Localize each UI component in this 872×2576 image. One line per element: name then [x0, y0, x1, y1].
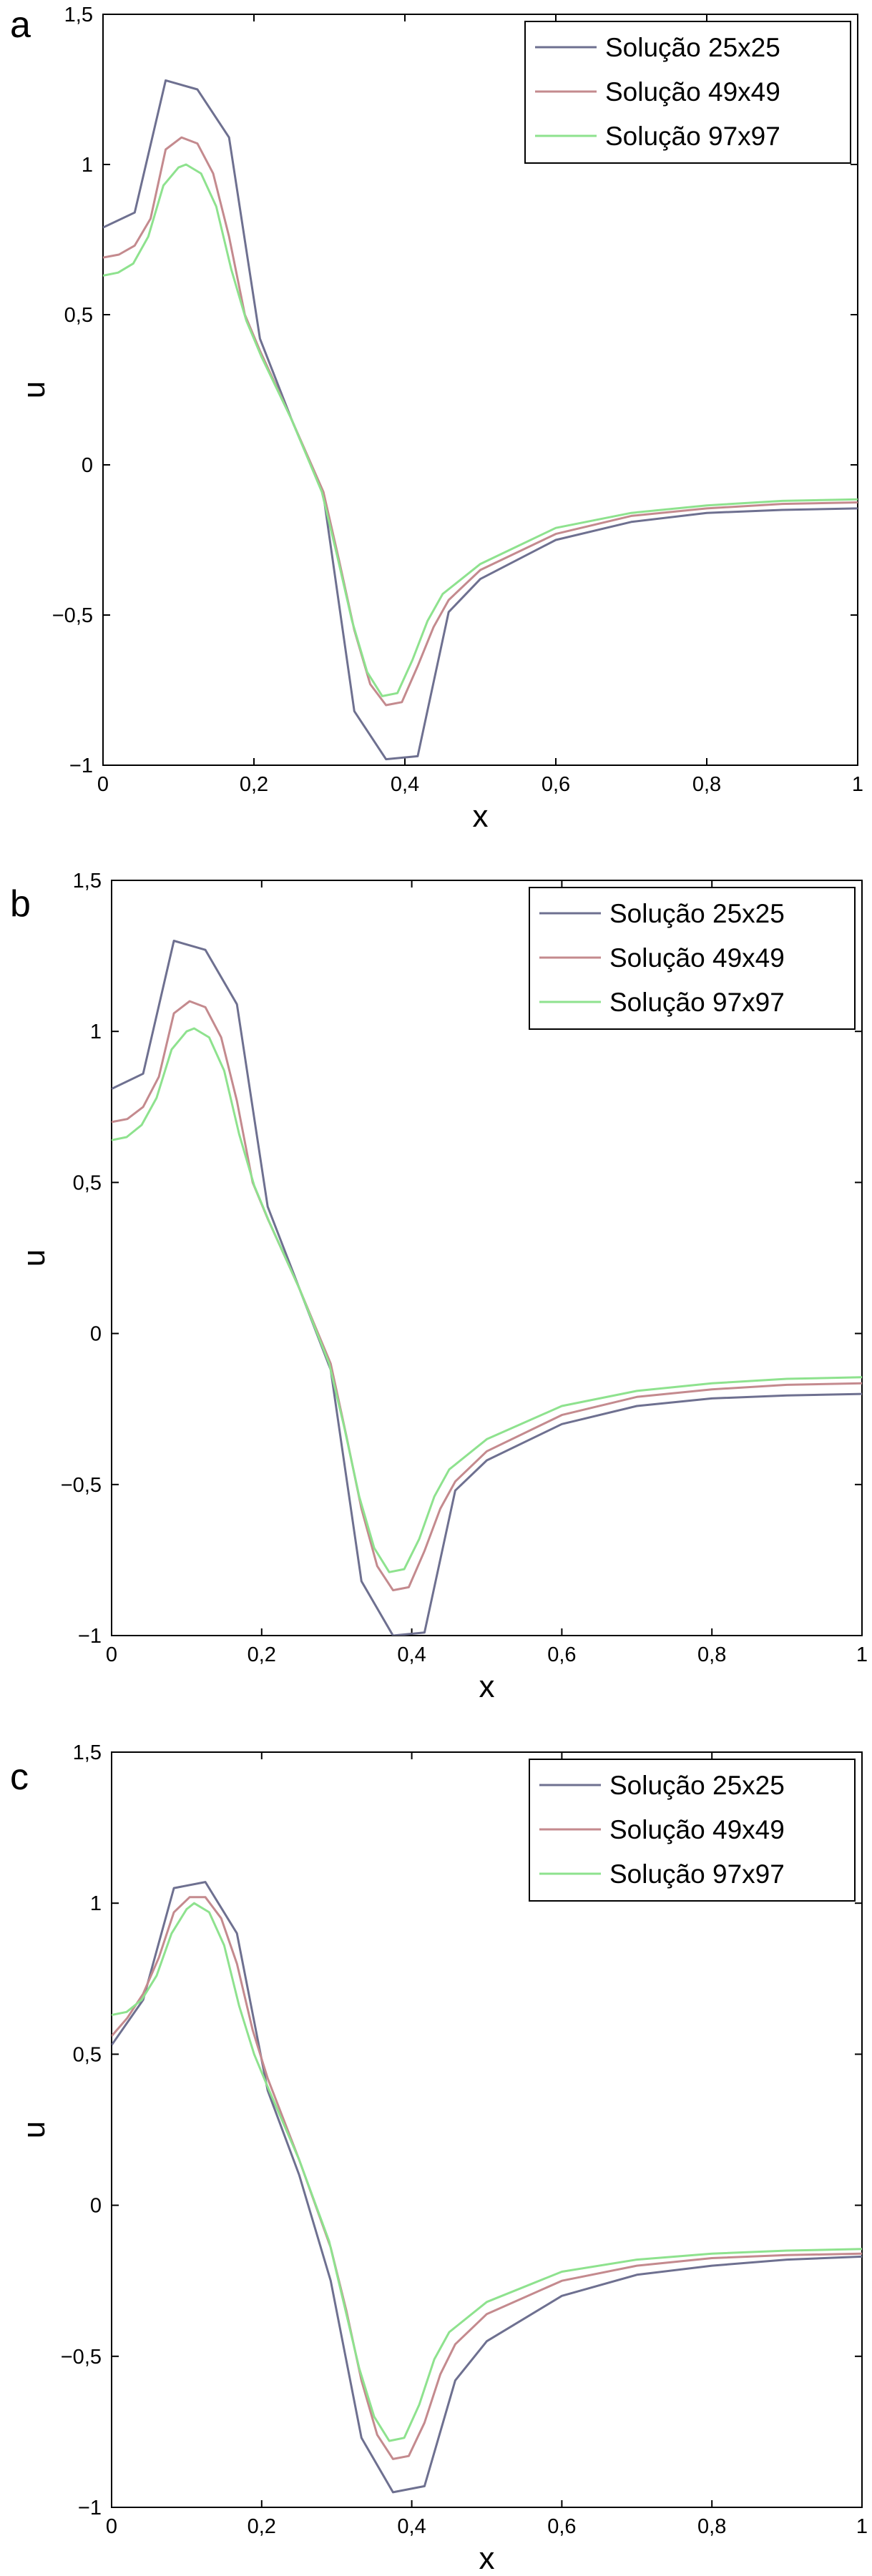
- x-tick-label: 0,6: [542, 773, 570, 796]
- y-axis-label: u: [16, 381, 52, 398]
- x-axis-label: x: [479, 2541, 495, 2576]
- series-line-2: [112, 1000, 862, 1592]
- y-tick-label: 1: [90, 1021, 102, 1043]
- legend-entry: Solução 97x97: [609, 988, 785, 1017]
- x-tick-label: 0,2: [248, 1643, 276, 1666]
- x-tick-label: 0,6: [547, 1643, 576, 1666]
- y-tick-label: 1,5: [73, 870, 102, 893]
- y-tick-label: 1,5: [64, 4, 93, 26]
- x-tick-label: 0: [97, 773, 109, 796]
- legend-entry: Solução 25x25: [605, 33, 780, 62]
- y-tick-label: −1: [78, 1625, 102, 1648]
- legend-entry: Solução 25x25: [609, 1771, 785, 1800]
- x-axis-label: x: [473, 799, 489, 834]
- series-line-3: [103, 163, 858, 697]
- series-line-1: [112, 940, 862, 1636]
- y-tick-label: 1: [90, 1892, 102, 1915]
- x-tick-label: 1: [852, 773, 863, 796]
- y-tick-label: 1: [82, 154, 93, 177]
- x-tick-label: 0,8: [692, 773, 721, 796]
- legend-entry: Solução 25x25: [609, 899, 785, 928]
- y-tick-label: −0,5: [52, 604, 93, 627]
- x-tick-label: 0,6: [547, 2515, 576, 2538]
- panel-label: b: [10, 883, 31, 925]
- chart-panel-c: c 0 0,2 0,4 0,6 0,8 1 −1 −0,5 0 0,5 1 1,5 x u Solução 2…: [10, 1741, 868, 2576]
- y-tick-label: 0,5: [64, 304, 93, 327]
- x-tick-label: 0,2: [240, 773, 268, 796]
- x-tick-label: 0,4: [391, 773, 419, 796]
- x-tick-label: 0,4: [397, 1643, 426, 1666]
- series-line-3: [112, 1027, 862, 1573]
- panel-label: a: [10, 4, 31, 46]
- series-line-1: [112, 1881, 862, 2494]
- axes-box: [102, 14, 858, 766]
- y-tick-label: 0,5: [73, 1171, 102, 1194]
- y-tick-label: −1: [78, 2497, 102, 2520]
- x-tick-label: 0,2: [248, 2515, 276, 2538]
- series-line-2: [103, 136, 858, 707]
- chart-panel-b: b 0 0,2 0,4 0,6 0,8 1 −1 −0,5 0 0,5 1 1,5 x u Solução 2…: [10, 870, 868, 1704]
- legend-entry: Solução 49x49: [609, 1815, 785, 1844]
- x-tick-label: 0,4: [397, 2515, 426, 2538]
- series-line-1: [103, 79, 858, 761]
- legend: Solução 25x25 Solução 49x49 Solução 97x97: [524, 21, 851, 164]
- x-axis-label: x: [479, 1669, 495, 1704]
- legend: Solução 25x25 Solução 49x49 Solução 97x97: [529, 887, 856, 1030]
- series-line-2: [112, 1896, 862, 2460]
- y-tick-label: 0: [90, 1323, 102, 1346]
- series-line-3: [112, 1902, 862, 2442]
- y-tick-label: 0: [90, 2195, 102, 2218]
- legend-entry: Solução 49x49: [605, 77, 780, 107]
- x-tick-label: 0: [106, 1643, 117, 1666]
- legend-entry: Solução 97x97: [609, 1859, 785, 1889]
- legend-entry: Solução 49x49: [609, 943, 785, 973]
- axes-box: [111, 1751, 863, 2508]
- y-tick-label: −1: [69, 754, 93, 777]
- legend: Solução 25x25 Solução 49x49 Solução 97x97: [529, 1759, 856, 1902]
- panel-label: c: [10, 1756, 29, 1798]
- y-axis-label: u: [16, 2121, 52, 2138]
- y-tick-label: −0,5: [61, 2346, 102, 2369]
- chart-panel-a: a 0 0,2 0,4 0,6 0,8 1 −1 −0,5 0 0,5 1 1,5 x u Solução 2…: [10, 4, 863, 834]
- x-tick-label: 0: [106, 2515, 117, 2538]
- x-tick-label: 0,8: [697, 2515, 726, 2538]
- y-tick-label: 0,5: [73, 2043, 102, 2066]
- axes-box: [111, 880, 863, 1636]
- x-tick-label: 1: [856, 2515, 868, 2538]
- y-tick-label: 0: [82, 454, 93, 477]
- y-tick-label: −0,5: [61, 1474, 102, 1497]
- legend-entry: Solução 97x97: [605, 122, 780, 151]
- y-axis-label: u: [16, 1249, 52, 1267]
- y-tick-label: 1,5: [73, 1741, 102, 1764]
- x-tick-label: 0,8: [697, 1643, 726, 1666]
- x-tick-label: 1: [856, 1643, 868, 1666]
